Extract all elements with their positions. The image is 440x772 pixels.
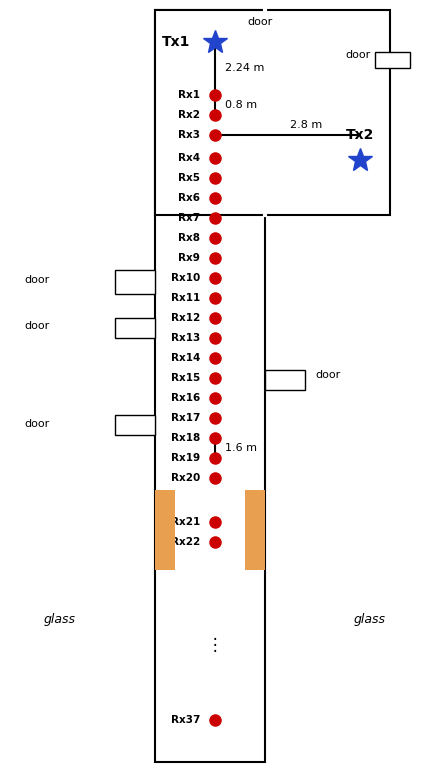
- Text: Rx8: Rx8: [178, 233, 200, 243]
- Text: Rx4: Rx4: [178, 153, 200, 163]
- Bar: [375, 52, 410, 68]
- Text: Rx20: Rx20: [171, 473, 200, 483]
- Text: Rx18: Rx18: [171, 433, 200, 443]
- Text: Rx7: Rx7: [178, 213, 200, 223]
- Text: Rx14: Rx14: [171, 353, 200, 363]
- Text: Rx12: Rx12: [171, 313, 200, 323]
- Text: 2.24 m: 2.24 m: [225, 63, 264, 73]
- Text: 1.6 m: 1.6 m: [225, 443, 257, 453]
- Text: Rx5: Rx5: [178, 173, 200, 183]
- Text: Rx15: Rx15: [171, 373, 200, 383]
- Bar: [115, 415, 155, 435]
- Text: door: door: [25, 419, 50, 429]
- Text: door: door: [25, 275, 50, 285]
- Text: glass: glass: [44, 614, 76, 627]
- Text: Rx1: Rx1: [178, 90, 200, 100]
- Text: Rx13: Rx13: [171, 333, 200, 343]
- Text: door: door: [247, 17, 273, 27]
- Text: 2.8 m: 2.8 m: [290, 120, 322, 130]
- Text: Rx19: Rx19: [171, 453, 200, 463]
- Text: Rx22: Rx22: [171, 537, 200, 547]
- Text: Tx2: Tx2: [346, 128, 374, 142]
- Text: Rx3: Rx3: [178, 130, 200, 140]
- Text: Rx6: Rx6: [178, 193, 200, 203]
- Bar: [115, 270, 155, 294]
- Text: Rx16: Rx16: [171, 393, 200, 403]
- Bar: [115, 318, 155, 338]
- Bar: [155, 490, 175, 570]
- Text: door: door: [25, 321, 50, 331]
- Text: glass: glass: [354, 614, 386, 627]
- Bar: [265, 370, 305, 390]
- Text: Tx1: Tx1: [161, 35, 190, 49]
- Text: ⋮: ⋮: [207, 636, 224, 654]
- Bar: [245, 490, 265, 570]
- Text: Rx17: Rx17: [171, 413, 200, 423]
- Text: Rx37: Rx37: [171, 715, 200, 725]
- Bar: [155, 10, 265, 762]
- Text: Rx21: Rx21: [171, 517, 200, 527]
- Text: Rx11: Rx11: [171, 293, 200, 303]
- Text: Rx2: Rx2: [178, 110, 200, 120]
- Bar: [155, 10, 390, 215]
- Text: Rx9: Rx9: [178, 253, 200, 263]
- Text: door: door: [315, 370, 340, 380]
- Text: Rx10: Rx10: [171, 273, 200, 283]
- Text: door: door: [345, 50, 370, 60]
- Text: 0.8 m: 0.8 m: [225, 100, 257, 110]
